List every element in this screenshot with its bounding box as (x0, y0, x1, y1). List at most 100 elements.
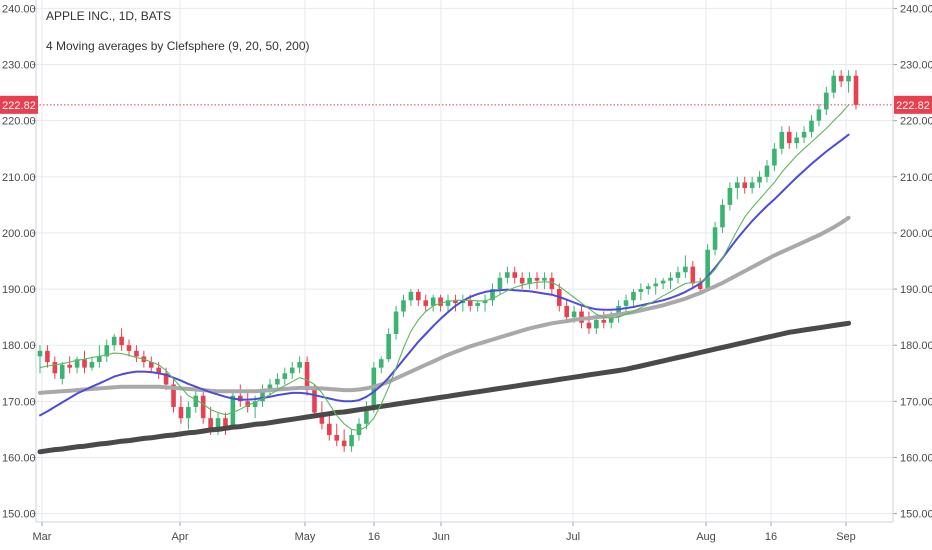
candle-up (349, 429, 354, 452)
candle-down (853, 70, 859, 110)
candle-up (757, 171, 762, 189)
candle-body (393, 311, 399, 334)
candle-down (45, 345, 50, 368)
candle-body (267, 384, 273, 391)
candle-body (341, 440, 347, 447)
candle-body (623, 300, 629, 306)
candle-up (749, 176, 755, 194)
candlestick-series (37, 70, 859, 452)
y-tick-label-left: 230.00 (2, 60, 36, 72)
candle-up (186, 401, 191, 430)
x-axis: Mar Apr May 16 Jun Jul Aug 16 Sep (33, 531, 856, 543)
candle-body (786, 131, 792, 144)
candle-up (653, 277, 659, 295)
candle-body (571, 311, 577, 318)
candle-body (660, 280, 666, 284)
candle-down (453, 294, 458, 312)
candle-down (148, 356, 154, 374)
y-tick-label-left: 180.00 (2, 340, 36, 352)
candle-up (772, 143, 777, 172)
candle-body (668, 277, 673, 281)
candle-body (438, 297, 443, 306)
candle-body (319, 412, 325, 424)
candle-body (408, 291, 414, 301)
candle-body (853, 75, 859, 105)
ma-20-line (39, 133, 850, 417)
chart-title: APPLE INC., 1D, BATS (46, 9, 171, 23)
last-price-badge-bg (0, 95, 38, 114)
candle-up (111, 333, 117, 351)
candle-body (683, 266, 688, 273)
candle-down (178, 395, 184, 424)
candle-up (727, 182, 733, 211)
candle-up (764, 159, 770, 183)
candle-down (534, 272, 540, 290)
candle-body (208, 418, 213, 430)
candle-up (675, 266, 681, 284)
candle-body (794, 137, 799, 144)
candle-body (594, 319, 599, 329)
ma-200-line (37, 320, 852, 455)
candle-body (824, 92, 829, 110)
candle-body (237, 395, 243, 402)
candle-body (705, 249, 710, 290)
candle-body (497, 277, 503, 290)
x-tick-label: May (295, 531, 316, 543)
candle-body (37, 350, 43, 357)
candle-body (289, 367, 295, 374)
candle-body (260, 390, 265, 402)
candle-body (549, 277, 555, 290)
candle-body (193, 395, 199, 407)
y-tick-label-right: 220.00 (900, 116, 932, 128)
candle-body (505, 272, 510, 278)
candle-down (512, 266, 518, 284)
candle-down (341, 429, 347, 452)
candle-body (327, 423, 332, 435)
candle-body (186, 406, 191, 419)
candle-up (408, 289, 414, 306)
candle-up (779, 126, 785, 155)
y-tick-label-right: 150.00 (900, 509, 932, 521)
candle-body (97, 356, 102, 363)
candle-down (67, 356, 72, 374)
candle-body (312, 390, 317, 413)
candle-body (690, 266, 696, 284)
candle-up (104, 339, 110, 363)
candle-body (512, 272, 518, 278)
candle-up (430, 294, 436, 312)
candle-body (453, 300, 458, 304)
candle-down (549, 272, 555, 295)
candle-body (482, 300, 488, 304)
candle-body (386, 333, 391, 360)
candle-body (816, 109, 822, 121)
x-tick-label: Aug (696, 531, 716, 543)
candle-up (660, 277, 666, 290)
candle-up (527, 272, 532, 290)
grid-lines (32, 0, 897, 526)
candle-up (846, 70, 851, 93)
ma-50-line (38, 215, 851, 395)
candle-up (735, 176, 740, 200)
candle-body (757, 176, 762, 183)
y-axis-left: 150.00 160.00 170.00 180.00 190.00 200.00 210.… (2, 3, 36, 520)
candle-body (356, 423, 362, 435)
candle-down (52, 356, 58, 379)
candle-down (126, 339, 132, 357)
candle-up (230, 390, 236, 430)
candle-body (519, 277, 525, 284)
candle-body (801, 131, 807, 138)
candle-body (134, 350, 139, 357)
candle-body (215, 418, 221, 430)
candle-body (378, 359, 384, 368)
candle-body (831, 75, 837, 93)
candle-body (779, 131, 785, 149)
x-tick-label: 16 (765, 531, 777, 543)
candle-body (423, 300, 429, 306)
candle-down (423, 294, 429, 312)
candle-body (534, 277, 540, 281)
candle-body (282, 373, 288, 379)
candle-body (171, 384, 176, 407)
candle-up (59, 362, 65, 385)
candle-body (475, 303, 480, 306)
